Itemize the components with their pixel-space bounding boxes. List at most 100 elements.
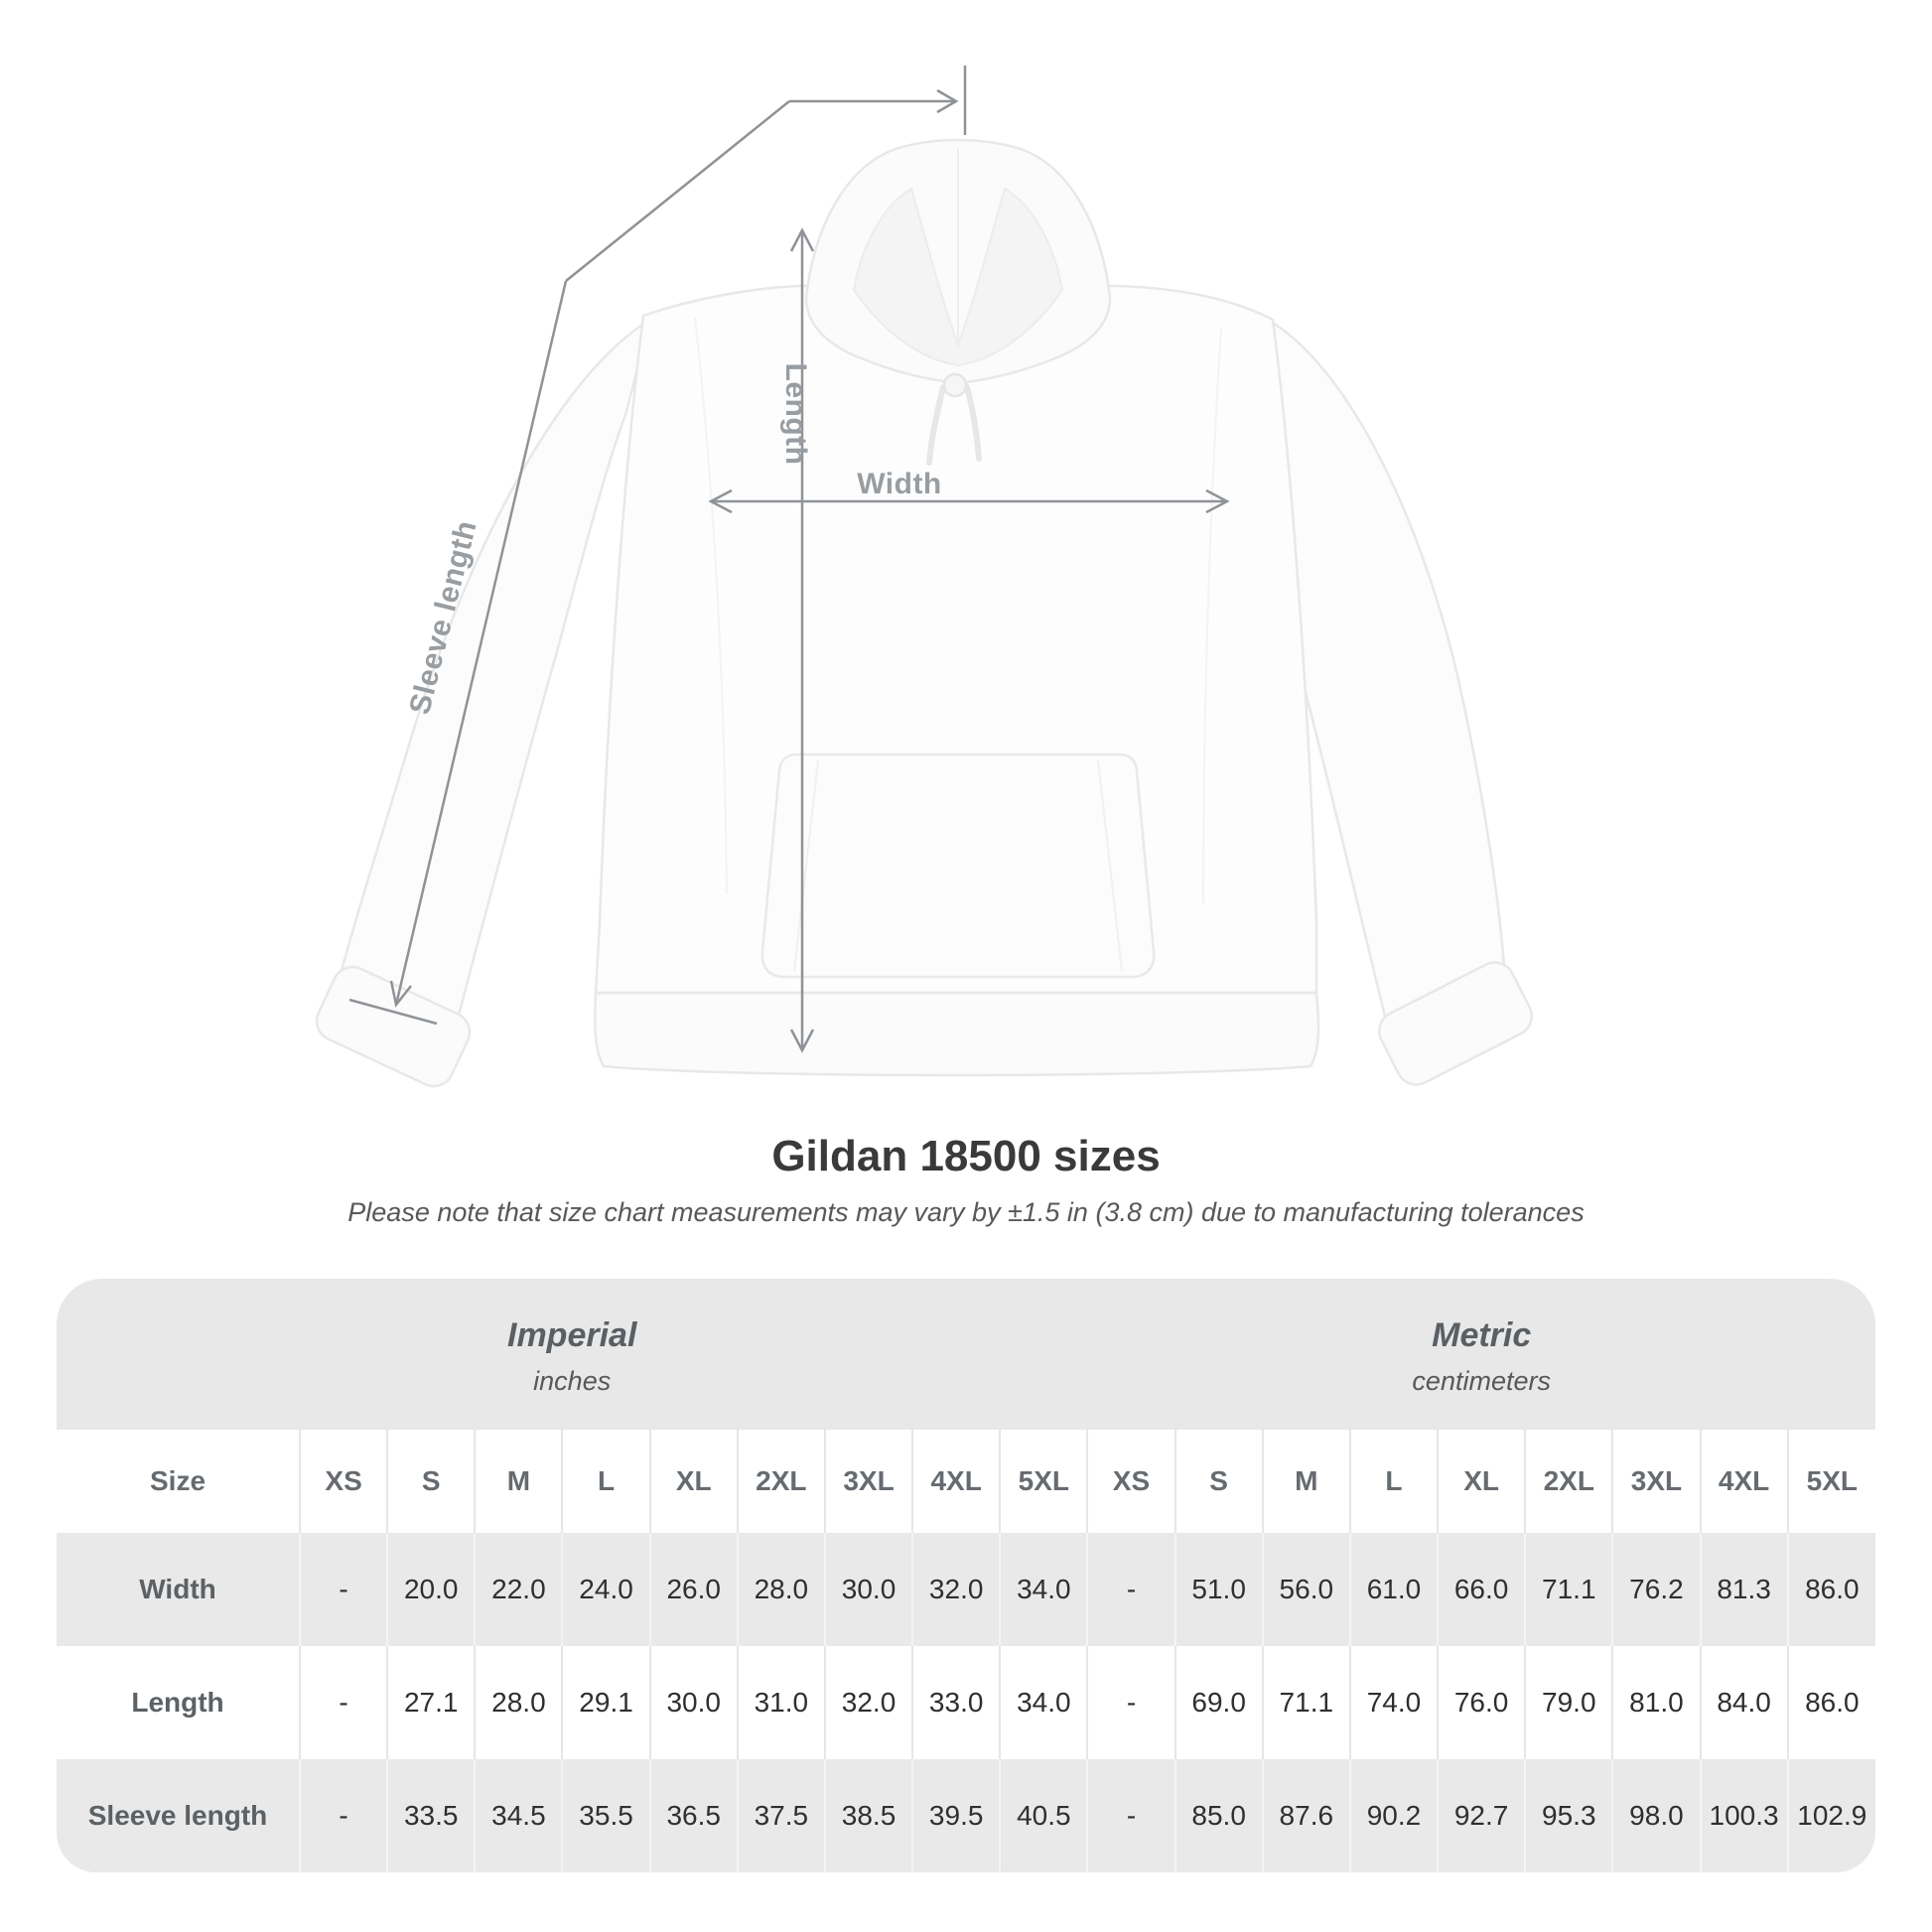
row-label: Length [57,1646,300,1759]
value-cell: 26.0 [648,1533,738,1646]
row-label: Sleeve length [57,1759,300,1872]
imperial-header-cell: Imperial inches [57,1279,1088,1430]
row-label: Width [57,1533,300,1646]
size-header-imperial-xs: XS [298,1430,388,1533]
hoodie-pocket-seam-right [1097,759,1123,972]
hoodie-drawstring-left [926,384,946,466]
value-cell: 81.3 [1699,1533,1788,1646]
imperial-sublabel: inches [533,1365,612,1396]
value-cell: 20.0 [386,1533,476,1646]
size-header-imperial-l: L [561,1430,650,1533]
value-cell: - [298,1533,388,1646]
value-cell: 86.0 [1786,1533,1875,1646]
value-cell: 84.0 [1699,1646,1788,1759]
value-cell: 37.5 [736,1759,825,1872]
length-label: Length [779,362,812,466]
value-cell: 34.5 [474,1759,563,1872]
value-cell: 74.0 [1348,1646,1439,1759]
hoodie-right-cuff [1378,961,1533,1086]
value-cell: 39.5 [911,1759,1001,1872]
hoodie-fold-line-2 [1202,327,1222,904]
size-header-imperial-s: S [386,1430,476,1533]
width-label: Width [857,468,942,500]
value-cell: 85.0 [1173,1759,1263,1872]
value-cell: 51.0 [1173,1533,1263,1646]
measurement-row-sleeve-length: Sleeve length -33.5 34.5 35.5 36.5 37.5 38.5 39… [57,1759,1875,1872]
size-header-imperial-m: M [474,1430,563,1533]
size-header-metric-4xl: 4XL [1699,1430,1788,1533]
value-cell: 34.0 [999,1533,1088,1646]
length-arrowhead-top [789,227,815,252]
size-header-metric-2xl: 2XL [1524,1430,1613,1533]
sleeve-diagonal-lower [394,280,568,1006]
hoodie-left-cuff [315,965,472,1088]
size-header-metric-xs: XS [1086,1430,1175,1533]
value-cell: - [298,1646,388,1759]
value-cell: 38.5 [823,1759,913,1872]
measurement-lines [348,66,1230,1053]
measurement-row-width: Width -20.0 22.0 24.0 26.0 28.0 30.0 32.0 34.0-5… [57,1533,1875,1646]
size-header-metric-xl: XL [1437,1430,1526,1533]
hoodie-waistband [594,991,1320,1077]
value-cell: 30.0 [648,1646,738,1759]
value-cell: 27.1 [386,1646,476,1759]
sleeve-top-arrowhead [936,88,959,114]
hoodie-drawstring-knot [942,372,968,398]
value-cell: 66.0 [1437,1533,1526,1646]
width-arrowhead-right [1205,488,1230,514]
size-header-imperial-5xl: 5XL [999,1430,1088,1533]
size-header-metric-m: M [1261,1430,1350,1533]
value-cell: 32.0 [911,1533,1001,1646]
hoodie-fold-line [694,317,728,895]
value-cell: 86.0 [1786,1646,1875,1759]
hoodie-pocket [760,753,1156,979]
value-cell: 87.6 [1261,1759,1350,1872]
length-arrowhead-bottom [789,1029,815,1053]
value-cell: 24.0 [561,1533,650,1646]
hoodie-drawstring-right [964,384,982,462]
value-cell: 90.2 [1348,1759,1439,1872]
value-cell: 40.5 [999,1759,1088,1872]
hoodie-measurement-diagram [315,66,1533,1088]
value-cell: 36.5 [648,1759,738,1872]
width-arrowhead-left [708,488,733,514]
unit-header-row: Imperial inches Metric centimeters [57,1279,1875,1430]
size-header-row: Size XS S M L XL 2XL 3XL 4XL 5XL XS S M L XL 2XL 3XL 4XL… [57,1430,1875,1533]
hoodie-hood-opening [852,187,1064,367]
size-header-metric-3xl: 3XL [1611,1430,1701,1533]
imperial-label: Imperial [507,1315,637,1354]
size-header-imperial-4xl: 4XL [911,1430,1001,1533]
value-cell: 61.0 [1348,1533,1439,1646]
measurement-row-length: Length -27.1 28.0 29.1 30.0 31.0 32.0 33.0 34.0-… [57,1646,1875,1759]
value-cell: 100.3 [1699,1759,1788,1872]
value-cell: 33.0 [911,1646,1001,1759]
sleeve-bottom-arrowhead [389,980,412,1008]
metric-sublabel: centimeters [1412,1365,1551,1396]
value-cell: 31.0 [736,1646,825,1759]
size-header-metric-5xl: 5XL [1786,1430,1875,1533]
value-cell: 69.0 [1173,1646,1263,1759]
value-cell: 76.0 [1437,1646,1526,1759]
value-cell: 29.1 [561,1646,650,1759]
value-cell: 79.0 [1524,1646,1613,1759]
metric-label: Metric [1432,1315,1532,1354]
value-cell: 71.1 [1524,1533,1613,1646]
value-cell: - [1086,1533,1175,1646]
value-cell: - [1086,1759,1175,1872]
value-cell: 30.0 [823,1533,913,1646]
size-table: Imperial inches Metric centimeters Size … [57,1279,1875,1872]
value-cell: 35.5 [561,1759,650,1872]
metric-header-cell: Metric centimeters [1087,1279,1875,1430]
tolerance-note: Please note that size chart measurements… [347,1197,1585,1227]
value-cell: 81.0 [1611,1646,1701,1759]
value-cell: 33.5 [386,1759,476,1872]
sleeve-diagonal-upper [565,100,790,282]
size-header-metric-l: L [1348,1430,1439,1533]
page-title: Gildan 18500 sizes [771,1132,1161,1180]
value-cell: 34.0 [999,1646,1088,1759]
value-cell: 28.0 [736,1533,825,1646]
value-cell: - [1086,1646,1175,1759]
hoodie-pocket-seam-left [793,759,819,972]
value-cell: - [298,1759,388,1872]
